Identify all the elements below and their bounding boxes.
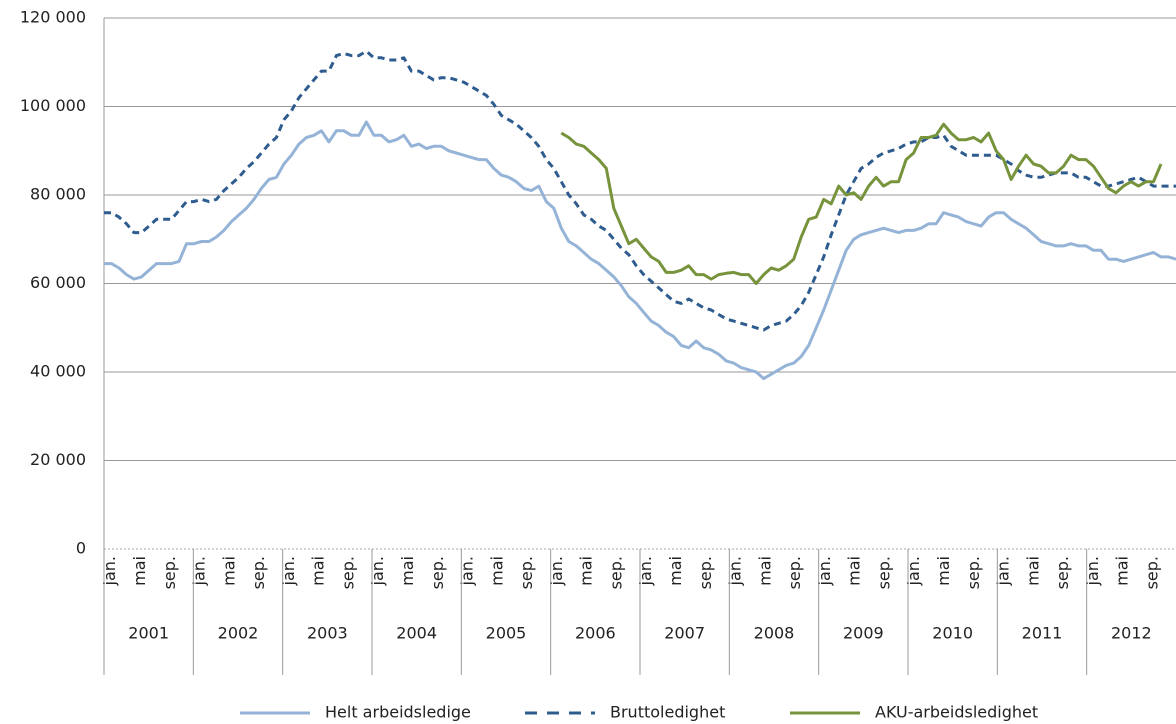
x-tick-label: sep. bbox=[696, 556, 715, 589]
x-tick-label: jan. bbox=[904, 556, 923, 586]
series-line bbox=[104, 120, 1176, 381]
group-label: 2005 bbox=[486, 624, 527, 643]
x-tick-label: jan. bbox=[190, 556, 209, 586]
x-tick-label: mai bbox=[666, 556, 685, 586]
x-tick-label: sep. bbox=[160, 556, 179, 589]
x-tick-label: mai bbox=[309, 556, 328, 586]
y-tick-label: 60 000 bbox=[30, 273, 86, 292]
y-tick-label: 0 bbox=[76, 539, 86, 558]
x-tick-label: mai bbox=[219, 556, 238, 586]
y-tick-label: 100 000 bbox=[20, 96, 86, 115]
x-tick-label: mai bbox=[130, 556, 149, 586]
x-tick-label: sep. bbox=[517, 556, 536, 589]
group-label: 2008 bbox=[754, 624, 795, 643]
group-label: 2004 bbox=[396, 624, 437, 643]
group-label: 2010 bbox=[932, 624, 973, 643]
x-tick-label: jan. bbox=[458, 556, 477, 586]
y-tick-label: 40 000 bbox=[30, 362, 86, 381]
x-tick-label: jan. bbox=[994, 556, 1013, 586]
x-tick-label: sep. bbox=[1142, 556, 1161, 589]
x-tick-label: jan. bbox=[547, 556, 566, 586]
x-tick-label: jan. bbox=[1083, 556, 1102, 586]
group-label: 2003 bbox=[307, 624, 348, 643]
series-line bbox=[104, 49, 1176, 332]
x-tick-label: mai bbox=[577, 556, 596, 586]
y-tick-label: 20 000 bbox=[30, 450, 86, 469]
x-tick-label: jan. bbox=[815, 556, 834, 586]
x-tick-label: mai bbox=[1113, 556, 1132, 586]
x-tick-label: sep. bbox=[249, 556, 268, 589]
x-tick-label: mai bbox=[1023, 556, 1042, 586]
x-tick-label: sep. bbox=[964, 556, 983, 589]
group-label: 2006 bbox=[575, 624, 616, 643]
group-label: 2011 bbox=[1022, 624, 1063, 643]
x-tick-label: sep. bbox=[785, 556, 804, 589]
x-tick-label: mai bbox=[398, 556, 417, 586]
group-label: 2009 bbox=[843, 624, 884, 643]
x-tick-label: jan. bbox=[636, 556, 655, 586]
x-tick-label: sep. bbox=[428, 556, 447, 589]
legend-label: AKU-arbeidsledighet bbox=[875, 703, 1038, 722]
group-label: 2002 bbox=[218, 624, 259, 643]
x-tick-label: mai bbox=[487, 556, 506, 586]
y-tick-label: 120 000 bbox=[20, 8, 86, 27]
legend-label: Helt arbeidsledige bbox=[325, 703, 471, 722]
group-label: 2001 bbox=[128, 624, 169, 643]
x-tick-label: mai bbox=[845, 556, 864, 586]
x-tick-label: mai bbox=[755, 556, 774, 586]
x-tick-label: jan. bbox=[368, 556, 387, 586]
x-tick-label: jan. bbox=[726, 556, 745, 586]
legend-label: Bruttoledighet bbox=[610, 703, 725, 722]
x-tick-label: jan. bbox=[279, 556, 298, 586]
x-tick-label: sep. bbox=[606, 556, 625, 589]
x-tick-label: mai bbox=[934, 556, 953, 586]
group-label: 2007 bbox=[664, 624, 705, 643]
series-line bbox=[560, 122, 1163, 285]
y-tick-label: 80 000 bbox=[30, 185, 86, 204]
x-tick-label: jan. bbox=[100, 556, 119, 586]
x-tick-label: sep. bbox=[874, 556, 893, 589]
group-label: 2012 bbox=[1111, 624, 1152, 643]
x-tick-label: sep. bbox=[338, 556, 357, 589]
x-tick-label: sep. bbox=[1053, 556, 1072, 589]
